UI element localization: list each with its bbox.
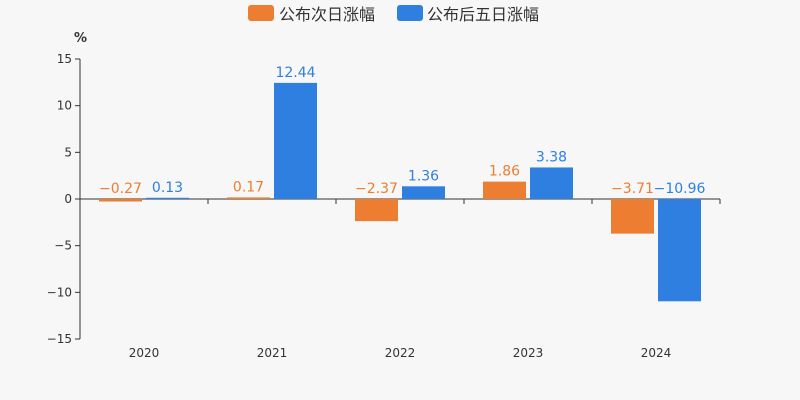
y-tick-label: −10 <box>47 285 72 299</box>
y-tick-label: 5 <box>64 145 72 159</box>
data-label-series-2-2023: 3.38 <box>536 149 567 165</box>
x-tick-label: 2020 <box>129 346 160 360</box>
value-labels: −0.27 0.17 −2.37 1.86 −3.71 0.13 12.44 1.36 3.38… <box>99 65 705 197</box>
bar-series-2-2020[interactable] <box>146 197 189 199</box>
data-label-series-2-2020: 0.13 <box>152 180 183 196</box>
bar-series-1-2020[interactable] <box>99 199 142 202</box>
data-label-series-1-2023: 1.86 <box>489 164 520 180</box>
bar-series-1-2022[interactable] <box>355 199 398 222</box>
bar-series-2-2024[interactable] <box>658 199 701 302</box>
data-label-series-2-2021: 12.44 <box>275 65 315 81</box>
legend-swatch-series-1[interactable] <box>248 5 274 21</box>
bar-series-1-2021[interactable] <box>227 197 270 199</box>
y-tick-label: 15 <box>57 52 72 66</box>
x-tick-label: 2021 <box>257 346 288 360</box>
y-tick-label: −5 <box>54 239 72 253</box>
x-tick-label: 2022 <box>385 346 416 360</box>
bar-series-2-2022[interactable] <box>402 186 445 199</box>
y-axis: 15 10 5 0 −5 −10 −15 <box>47 52 81 346</box>
data-label-series-2-2024: −10.96 <box>654 181 706 197</box>
legend-label-series-1[interactable]: 公布次日涨幅 <box>279 5 375 24</box>
bar-series-1-2023[interactable] <box>483 181 526 199</box>
data-label-series-1-2022: −2.37 <box>355 181 398 197</box>
legend-label-series-2[interactable]: 公布后五日涨幅 <box>427 5 539 24</box>
x-tick-label: 2024 <box>641 346 672 360</box>
bars <box>99 82 701 302</box>
data-label-series-2-2022: 1.36 <box>408 168 439 184</box>
y-tick-label: 0 <box>64 192 72 206</box>
data-label-series-1-2021: 0.17 <box>233 179 264 195</box>
x-tick-label: 2023 <box>513 346 544 360</box>
data-label-series-1-2020: −0.27 <box>99 181 142 197</box>
legend-swatch-series-2[interactable] <box>397 5 423 21</box>
y-tick-label: −15 <box>47 332 72 346</box>
bar-series-1-2024[interactable] <box>611 199 654 234</box>
legend: 公布次日涨幅 公布后五日涨幅 <box>248 5 539 24</box>
data-label-series-1-2024: −3.71 <box>611 181 654 197</box>
bar-series-2-2023[interactable] <box>530 167 573 199</box>
y-tick-label: 10 <box>57 99 72 113</box>
bar-series-2-2021[interactable] <box>274 82 317 199</box>
y-axis-unit-label: % <box>74 31 87 46</box>
